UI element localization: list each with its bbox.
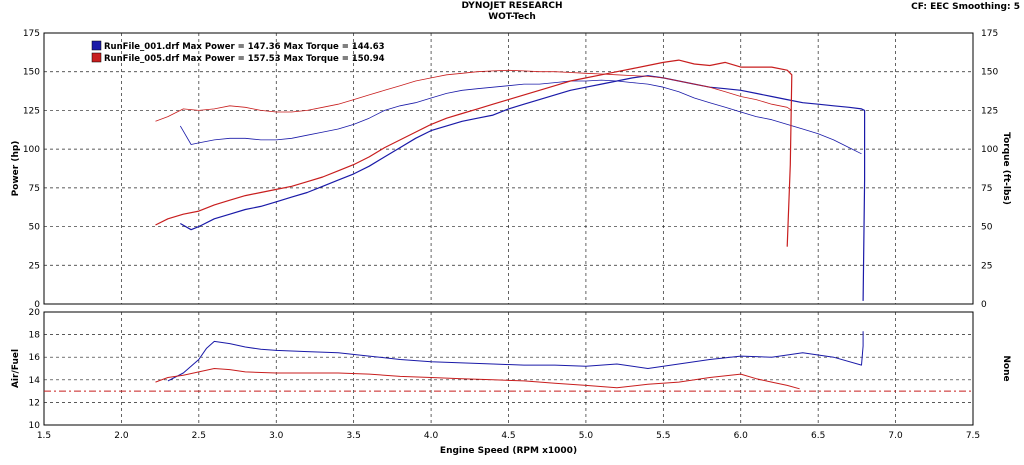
x-tick-label: 4.5 [501, 431, 515, 441]
x-tick-label: 6.0 [734, 431, 749, 441]
af-series-line-1 [155, 368, 800, 390]
pt-series-line-1 [179, 79, 862, 155]
pt-series-line-2 [155, 59, 793, 247]
chart-title: DYNOJET RESEARCH [461, 1, 563, 11]
pt-ytick-label: 150 [23, 68, 40, 78]
af-ytick-label: 14 [29, 376, 41, 386]
x-tick-label: 1.5 [37, 431, 51, 441]
pt-ytick-label: 175 [23, 29, 40, 39]
pt-series-line-3 [155, 69, 793, 122]
pt-y-axis-right-label: Torque (ft-lbs) [1001, 132, 1011, 205]
x-tick-label: 4.0 [424, 431, 439, 441]
x-tick-label: 7.5 [966, 431, 980, 441]
pt-ytick-label: 100 [23, 145, 40, 155]
pt-ytick-right-label: 25 [981, 261, 992, 271]
pt-ytick-right-label: 0 [981, 300, 987, 310]
af-y-axis-label: Air/Fuel [11, 349, 21, 388]
af-ytick-label: 12 [29, 398, 40, 408]
x-tick-label: 2.5 [192, 431, 206, 441]
pt-ytick-right-label: 125 [981, 106, 998, 116]
legend-swatch-1 [91, 52, 102, 63]
legend-swatch-0 [91, 40, 102, 51]
pt-ytick-right-label: 50 [981, 223, 993, 233]
x-tick-label: 7.0 [888, 431, 903, 441]
pt-ytick-label: 0 [34, 300, 40, 310]
pt-ytick-right-label: 150 [981, 68, 998, 78]
pt-y-axis-label: Power (hp) [11, 141, 21, 197]
pt-ytick-right-label: 75 [981, 184, 992, 194]
af-ytick-label: 10 [29, 421, 41, 431]
pt-ytick-label: 25 [29, 261, 40, 271]
x-axis: 1.5 2.0 2.5 3.0 3.5 4.0 4.5 5.0 5.5 6.0 6.5 7.0 7.5 E… [37, 431, 980, 456]
x-tick-label: 5.5 [656, 431, 670, 441]
legend-entry-0: RunFile_001.drf Max Power = 147.36 Max T… [104, 42, 385, 52]
pt-ytick-right-label: 100 [981, 145, 998, 155]
x-tick-label: 2.0 [114, 431, 129, 441]
pt-ytick-label: 125 [23, 106, 40, 116]
pt-series-line-0 [180, 75, 866, 301]
x-axis-label: Engine Speed (RPM x1000) [440, 446, 577, 456]
pt-ytick-label: 75 [29, 184, 40, 194]
x-tick-label: 3.5 [347, 431, 361, 441]
correction-factor-label: CF: EEC Smoothing: 5 [911, 2, 1020, 12]
x-tick-label: 5.0 [579, 431, 594, 441]
pt-ytick-label: 50 [29, 223, 41, 233]
af-ytick-label: 20 [29, 308, 41, 318]
af-ytick-label: 16 [29, 353, 41, 363]
af-series-line-0 [167, 331, 864, 382]
pt-ytick-right-label: 175 [981, 29, 998, 39]
legend-entry-1: RunFile_005.drf Max Power = 157.53 Max T… [104, 54, 385, 64]
af-ytick-label: 18 [29, 331, 41, 341]
chart-subtitle: WOT-Tech [488, 12, 536, 22]
x-tick-label: 3.0 [269, 431, 284, 441]
air-fuel-panel: 10 12 14 16 18 20 Air/Fuel None [11, 308, 1011, 431]
power-torque-panel: 0 25 50 75 100 125 150 175 0 25 50 75 100 125 150 175 Po… [11, 29, 1011, 310]
af-y-axis-right-label: None [1001, 355, 1011, 381]
x-tick-label: 6.5 [811, 431, 825, 441]
